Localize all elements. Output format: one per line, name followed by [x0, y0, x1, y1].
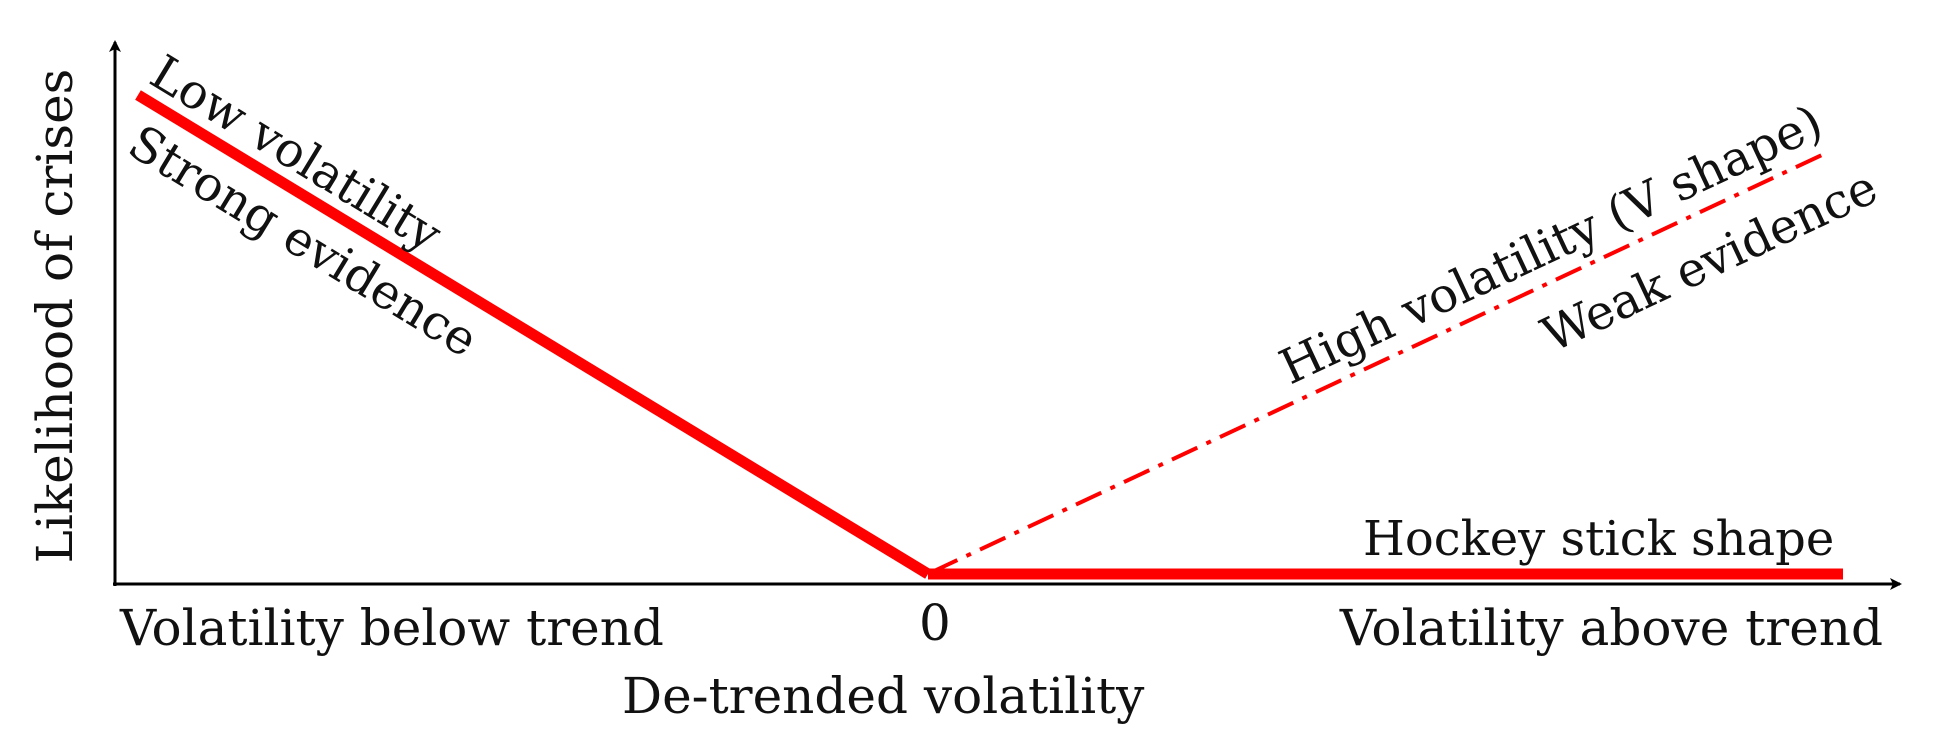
- x-zero-label: 0: [919, 594, 951, 652]
- hockey-stick-label: Hockey stick shape: [1363, 511, 1834, 567]
- y-axis-title: Likelihood of crises: [26, 69, 84, 564]
- x-axis-title: De-trended volatility: [622, 667, 1145, 725]
- low-volatility-line: [135, 90, 931, 579]
- x-left-label: Volatility below trend: [119, 599, 664, 657]
- x-right-label: Volatility above trend: [1339, 599, 1883, 657]
- v-shape-dashdot-line: [931, 153, 1823, 574]
